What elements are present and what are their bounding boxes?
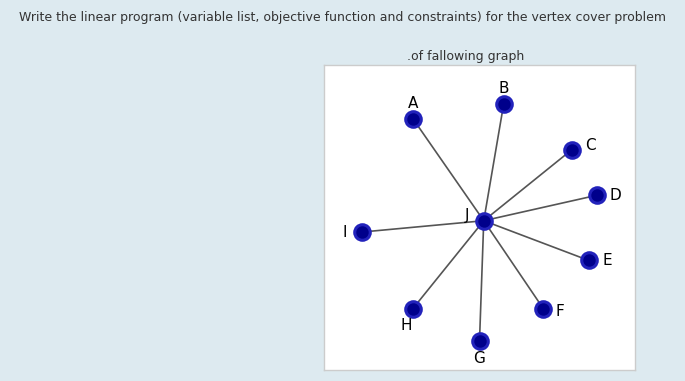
Text: A: A (408, 96, 418, 110)
Text: D: D (610, 188, 621, 203)
Text: .of fallowing graph: .of fallowing graph (407, 50, 525, 62)
Point (408, 306, 419, 312)
Text: B: B (499, 82, 509, 96)
Point (356, 229, 367, 235)
Point (474, 338, 485, 344)
Point (583, 257, 594, 263)
Text: G: G (473, 351, 486, 366)
Point (583, 257, 594, 263)
Point (478, 218, 489, 224)
Point (538, 306, 549, 312)
Point (478, 218, 489, 224)
Text: H: H (400, 318, 412, 333)
Point (498, 101, 509, 107)
Point (566, 147, 577, 153)
Point (408, 306, 419, 312)
Point (498, 101, 509, 107)
Point (592, 192, 603, 198)
Point (566, 147, 577, 153)
Point (592, 192, 603, 198)
Text: J: J (464, 208, 469, 223)
Text: Write the linear program (variable list, objective function and constraints) for: Write the linear program (variable list,… (19, 11, 666, 24)
Point (408, 115, 419, 122)
Point (408, 115, 419, 122)
Text: F: F (556, 304, 564, 319)
Text: I: I (342, 224, 347, 240)
Text: C: C (585, 138, 595, 153)
Text: E: E (602, 253, 612, 268)
Point (356, 229, 367, 235)
Point (474, 338, 485, 344)
Point (538, 306, 549, 312)
